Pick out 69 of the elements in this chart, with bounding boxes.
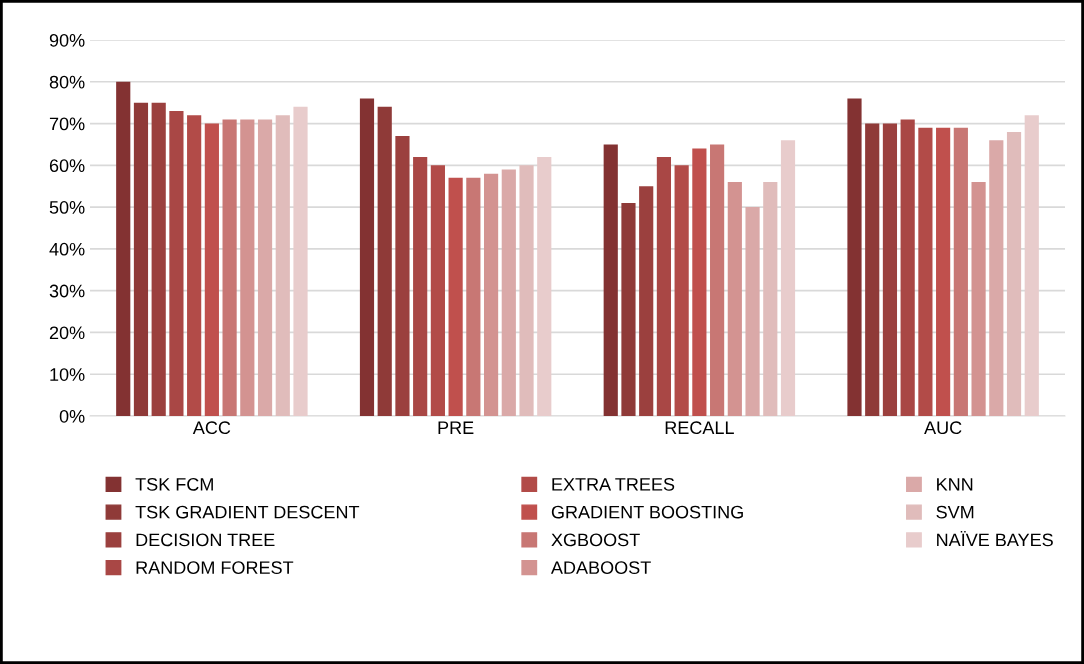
bar: [692, 148, 707, 416]
bar: [1006, 131, 1022, 416]
bar: [169, 111, 184, 416]
x-tick-label: RECALL: [665, 421, 734, 435]
bar: [727, 182, 742, 416]
bar: [448, 177, 463, 416]
bar: [240, 119, 255, 416]
bar: [763, 182, 778, 416]
legend-label: GRADIENT BOOSTING: [551, 505, 743, 519]
bar: [395, 136, 410, 416]
y-tick-label: 80%: [49, 75, 85, 89]
y-tick-label: 60%: [49, 159, 85, 173]
legend-label: XGBOOST: [551, 533, 640, 547]
bar: [953, 127, 968, 416]
bar: [222, 119, 237, 416]
legend-label: RANDOM FOREST: [136, 561, 294, 575]
bar: [971, 182, 986, 416]
bar: [745, 207, 760, 416]
bar: [377, 106, 392, 416]
y-tick-label: 50%: [49, 201, 85, 214]
bar: [710, 144, 725, 416]
bar: [1024, 115, 1039, 416]
legend-label: NAÏVE BAYES: [937, 530, 1053, 547]
legend-label: EXTRA TREES: [552, 477, 675, 491]
bar: [656, 156, 672, 416]
bar: [519, 165, 534, 416]
bar: [847, 98, 862, 416]
y-tick-label: 70%: [49, 117, 85, 131]
bar: [257, 119, 273, 416]
y-tick-label: 20%: [49, 326, 85, 340]
bar: [918, 127, 933, 416]
bar: [603, 144, 618, 416]
y-tick-label: 90%: [49, 33, 85, 47]
bar: [674, 165, 689, 416]
bar: [116, 81, 131, 416]
bar: [293, 106, 308, 416]
legend-label: ADABOOST: [550, 561, 651, 575]
legend-label: KNN: [937, 478, 973, 491]
bar: [151, 102, 166, 416]
legend-label: DECISION TREE: [136, 533, 275, 547]
bar: [989, 140, 1004, 416]
bar: [359, 98, 375, 416]
bar: [204, 123, 219, 416]
y-tick-label: 40%: [49, 242, 85, 256]
x-tick-label: ACC: [192, 421, 231, 435]
bar: [466, 177, 481, 416]
bar: [882, 123, 898, 416]
bar: [187, 115, 202, 416]
bar: [483, 173, 499, 416]
bar: [639, 186, 654, 416]
y-tick-label: 0%: [59, 409, 85, 423]
bar: [537, 156, 552, 416]
x-tick-label: AUC: [924, 421, 962, 435]
legend-label: SVM: [936, 505, 974, 519]
bar: [133, 102, 149, 416]
y-tick-label: 30%: [49, 284, 85, 298]
bar: [275, 115, 290, 416]
bar: [900, 119, 915, 416]
y-tick-label: 10%: [50, 368, 85, 381]
legend-label: TSK GRADIENT DESCENT: [135, 505, 360, 519]
bar: [501, 169, 516, 416]
x-tick-label: PRE: [438, 421, 474, 434]
legend-label: TSK FCM: [135, 477, 213, 491]
bar: [413, 156, 428, 416]
bar: [621, 202, 636, 416]
bar: [865, 123, 880, 416]
bar: [936, 127, 951, 416]
bar: [780, 140, 796, 416]
bar: [430, 165, 445, 416]
